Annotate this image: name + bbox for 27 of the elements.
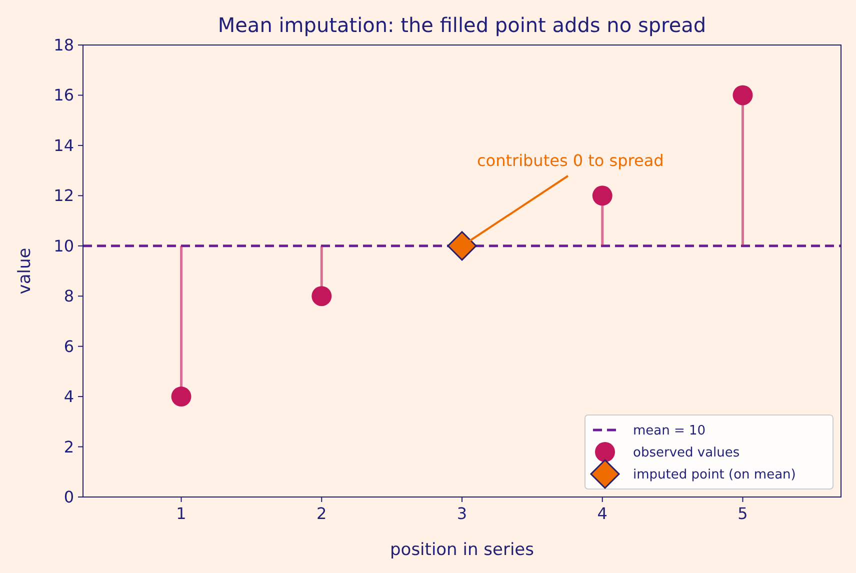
y-tick-label: 14: [54, 136, 74, 155]
y-tick-label: 12: [54, 186, 74, 206]
legend-label: imputed point (on mean): [633, 468, 796, 482]
x-tick-label: 4: [597, 504, 608, 523]
legend-label: mean = 10: [633, 424, 706, 438]
y-axis-title: value: [15, 248, 35, 294]
y-tick-label: 0: [64, 488, 74, 506]
y-tick-label: 6: [64, 336, 74, 356]
x-tick-label: 3: [456, 504, 468, 523]
y-tick-label: 10: [54, 236, 74, 256]
y-tick-label: 4: [64, 387, 74, 406]
y-tick-label: 2: [64, 437, 74, 456]
point: [312, 286, 332, 306]
point: [592, 186, 612, 206]
point: [732, 85, 753, 106]
y-tick-label: 16: [54, 86, 74, 105]
x-tick-label: 2: [316, 504, 327, 523]
chart-title: Mean imputation: the filled point adds no spread: [218, 13, 706, 37]
x-tick-label: 1: [176, 504, 186, 523]
annotation: contributes 0 to spread: [477, 150, 664, 170]
x-tick-label: 5: [738, 504, 748, 523]
legend-label: observed values: [633, 446, 740, 460]
x-axis-title: position in series: [390, 540, 534, 560]
point: [171, 386, 192, 407]
y-tick-label: 8: [64, 286, 74, 306]
y-tick-label: 18: [54, 36, 74, 54]
point: [447, 231, 477, 261]
